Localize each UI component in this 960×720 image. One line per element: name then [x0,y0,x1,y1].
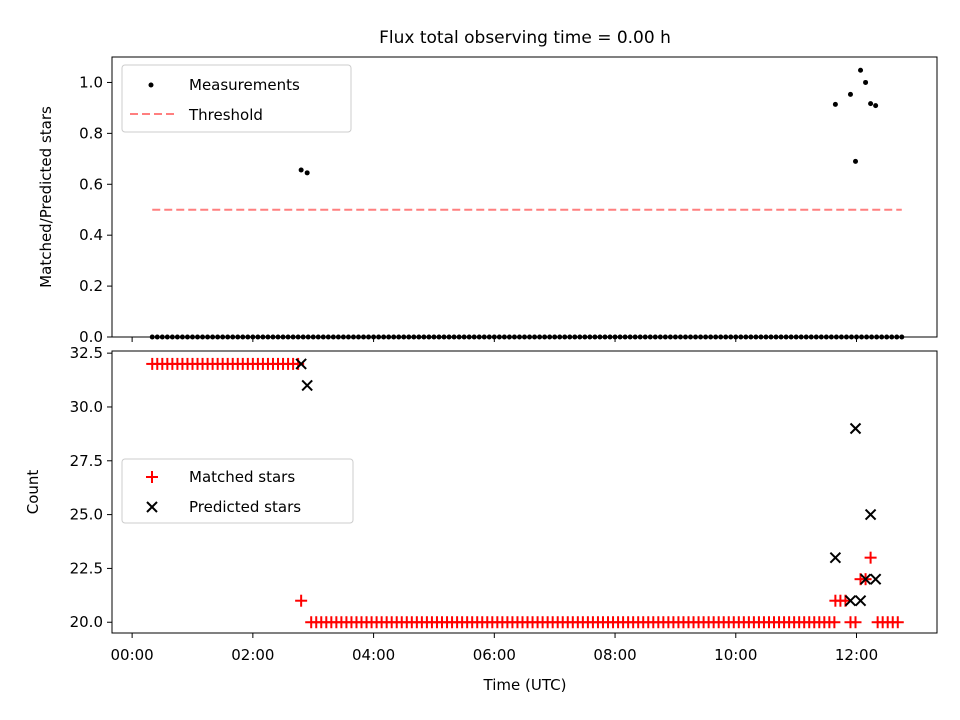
top-y-tick-label: 0.2 [79,277,103,295]
predicted-marker-stroke [301,379,313,392]
measurement-point [847,91,853,97]
legend-predicted-label: Predicted stars [189,498,301,516]
legend-matched-label: Matched stars [189,468,295,486]
x-tick-label: 00:00 [111,646,154,664]
measurement-point [873,103,879,109]
predicted-star-point [295,358,307,370]
top-legend-box [121,64,352,133]
predicted-star-point [854,595,867,607]
predicted-marker-stroke [864,508,877,521]
measurement-point [832,101,838,107]
bottom-y-tick-label: 27.5 [70,452,103,470]
bottom-y-tick-label: 30.0 [70,398,103,416]
top-axes: 0.0 0.2 0.4 0.6 0.8 1.0 Matched/Predicted sta… [37,56,938,346]
top-axes-frame [111,56,938,338]
bottom-axes: 20.0 22.5 25.0 27.5 30.0 32.5 00:00 02:00 04:00… [24,344,938,694]
bottom-y-axis-label: Count [24,470,42,515]
predicted-marker-stroke [854,595,867,607]
predicted-star-point [859,573,872,585]
bottom-axes-frame [111,350,938,634]
predicted-marker-stroke [869,573,882,585]
x-tick-label: 12:00 [835,646,878,664]
legend-predicted-marker [146,501,158,513]
x-tick-label: 04:00 [352,646,395,664]
top-y-tick-label: 0.4 [79,226,103,244]
x-tick-label: 08:00 [593,646,636,664]
predicted-marker-stroke [295,358,307,370]
bottom-x-ticks: 00:00 02:00 04:00 06:00 08:00 10:00 12:00 [111,633,878,664]
predicted-star-point [829,551,842,564]
x-tick-label: 06:00 [473,646,516,664]
matched-star-point [891,616,904,629]
predicted-star-point [301,379,313,392]
matched-star-point [864,551,877,564]
measurement-point [853,158,859,164]
top-y-axis-label: Matched/Predicted stars [37,106,55,288]
x-tick-label: 02:00 [231,646,274,664]
legend-threshold-label: Threshold [188,106,263,124]
bottom-y-tick-label: 20.0 [70,613,103,631]
bottom-y-tick-label: 32.5 [70,344,103,362]
matched-star-point [849,616,862,629]
x-axis-label: Time (UTC) [483,676,567,694]
top-y-tick-label: 0.6 [79,175,103,193]
bottom-legend-box [121,458,354,524]
legend-measurements-label: Measurements [189,76,300,94]
top-y-tick-label: 0.8 [79,124,103,142]
top-y-tick-label: 0.0 [79,328,103,346]
measurement-point [858,67,864,73]
top-y-tick-label: 1.0 [79,73,103,91]
legend-measurements-marker [148,82,154,88]
top-legend: Measurements Threshold [121,64,352,133]
bottom-y-tick-label: 22.5 [70,559,103,577]
measurement-point [863,79,869,85]
bottom-legend: Matched stars Predicted stars [121,458,354,524]
bottom-y-tick-label: 25.0 [70,506,103,524]
predicted-star-point [869,573,882,585]
predicted-marker-stroke [849,422,862,435]
measurement-point [298,167,304,173]
predicted-marker-stroke [859,573,872,585]
top-x-ticks [131,337,858,342]
predicted-star-point [864,508,877,521]
predicted-marker-stroke [829,551,842,564]
bottom-y-ticks: 20.0 22.5 25.0 27.5 30.0 32.5 [70,344,112,631]
measurement-point [868,101,874,107]
predicted-star-point [849,422,862,435]
bottom-plot-area [146,357,904,629]
measurement-point [304,170,310,176]
legend-matched-marker [146,471,158,483]
predicted-star-point [844,595,857,607]
predicted-marker-stroke [844,595,857,607]
matched-star-point [295,594,308,607]
top-y-ticks: 0.0 0.2 0.4 0.6 0.8 1.0 [79,73,112,346]
x-tick-label: 10:00 [714,646,757,664]
matched-star-point [828,616,841,629]
top-chart-title: Flux total observing time = 0.00 h [379,28,671,48]
